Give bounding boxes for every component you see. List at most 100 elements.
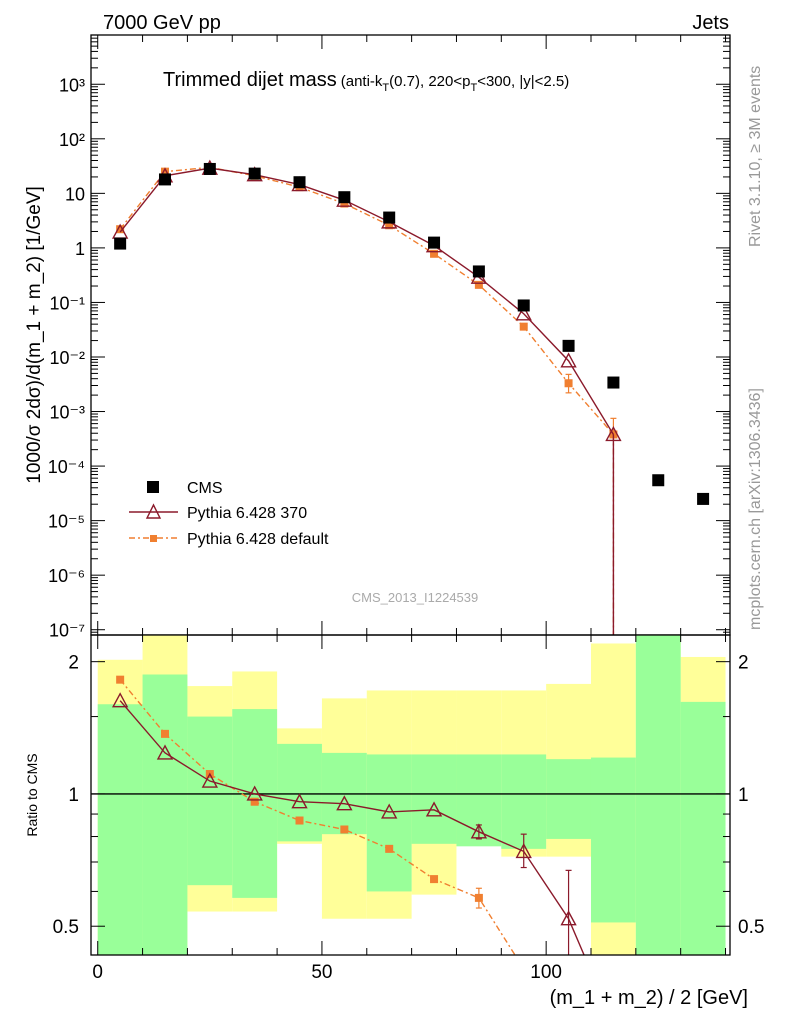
ratio-band-green	[501, 754, 547, 849]
data-point-cms	[697, 492, 710, 505]
ratio-point-pythia-default	[474, 893, 483, 902]
data-point-pythia-370	[560, 352, 577, 368]
ratio-y-tick-labels: 0.5 0.5 1 1 2 2	[53, 653, 765, 939]
ratio-band-green	[97, 704, 143, 955]
ratio-y-tick-label-left: 2	[68, 653, 79, 674]
ratio-point-pythia-default	[340, 825, 349, 834]
main-y-tick-label: 10⁻³	[49, 403, 85, 423]
data-point-pythia-default	[519, 322, 528, 331]
legend-label-pdef: Pythia 6.428 default	[187, 531, 329, 548]
main-y-tick-label: 10⁻¹	[49, 293, 85, 313]
data-point-pythia-default	[474, 280, 483, 289]
main-y-tick-label: 10	[65, 184, 85, 204]
main-y-tick-label: 10²	[59, 130, 85, 150]
mcplots-label: mcplots.cern.ch [arXiv:1306.3436]	[747, 388, 764, 630]
ratio-band-green	[277, 743, 322, 842]
series-line-pythia-370	[119, 167, 615, 435]
series-line-pythia-default	[119, 166, 614, 435]
legend-label-cms: CMS	[187, 480, 223, 497]
main-y-tick-label: 10⁻⁵	[48, 512, 85, 532]
data-point-pythia-default	[160, 167, 169, 176]
legend: CMS Pythia 6.428 370 Pythia 6.428 defaul…	[129, 480, 329, 548]
main-y-tick-label: 10⁻⁶	[48, 566, 85, 586]
main-y-tick-label: 10³	[59, 75, 85, 95]
ratio-y-tick-label-left: 0.5	[53, 917, 79, 938]
ratio-point-pythia-370	[111, 692, 129, 708]
main-y-axis-label: 1000/σ 2dσ)/d(m_1 + m_2) [1/GeV]	[24, 186, 45, 484]
ratio-point-pythia-370	[336, 795, 353, 811]
main-y-tick-label: 1	[75, 239, 85, 259]
main-y-tick-label: 10⁻⁴	[48, 457, 85, 477]
main-ticks	[91, 34, 730, 636]
rivet-version-label: Rivet 3.1.10, ≥ 3M events	[747, 66, 764, 247]
data-point-pythia-370	[605, 425, 622, 442]
data-point-cms	[203, 162, 216, 175]
ratio-panel: 0.5 0.5 1 1 2 2 0 50 100 Ratio to CMS (m_1 + m_…	[24, 634, 765, 1024]
data-point-pythia-default	[116, 225, 125, 234]
ratio-point-pythia-370	[156, 744, 174, 760]
ratio-band-green	[680, 701, 726, 955]
data-point-pythia-default	[340, 199, 349, 208]
ratio-band-green	[635, 635, 681, 955]
x-tick-label: 100	[530, 962, 562, 983]
ratio-y-axis-label: Ratio to CMS	[24, 753, 40, 836]
data-point-cms	[607, 376, 620, 389]
data-point-cms	[428, 236, 441, 249]
ratio-point-pythia-default	[385, 844, 394, 853]
ratio-band-green	[411, 754, 457, 844]
legend-label-p370: Pythia 6.428 370	[187, 505, 307, 522]
plot-title-main: Trimmed dijet mass	[163, 69, 337, 91]
data-point-pythia-370	[515, 305, 532, 321]
category-label: Jets	[692, 12, 729, 34]
plot-title-subscript-2: T	[470, 82, 477, 94]
main-y-tick-label: 10⁻²	[49, 348, 85, 368]
ratio-point-pythia-370	[425, 801, 443, 817]
plot-title-sub: (anti-k	[341, 73, 383, 90]
ratio-point-pythia-370	[515, 842, 532, 859]
ratio-frame	[90, 634, 731, 956]
x-tick-label: 50	[311, 962, 332, 983]
main-series	[111, 159, 710, 635]
data-point-cms	[338, 191, 351, 204]
data-point-cms	[248, 167, 261, 180]
ratio-ticks	[91, 635, 730, 955]
ratio-point-pythia-370	[560, 910, 577, 926]
data-point-pythia-default	[385, 221, 394, 230]
main-y-tick-labels: 10⁻⁷ 10⁻⁶ 10⁻⁵ 10⁻⁴ 10⁻³ 10⁻² 10⁻¹ 1 10 10² 10³	[48, 75, 85, 640]
data-point-cms	[562, 339, 575, 352]
ratio-point-pythia-370	[201, 772, 219, 788]
x-tick-label: 0	[92, 962, 103, 983]
plot-title-sub-mid: (0.7), 220<p	[389, 73, 470, 90]
ratio-band-green	[142, 674, 188, 955]
ratio-line-pythia-370	[119, 700, 585, 955]
ratio-y-tick-label-left: 1	[68, 785, 79, 806]
ratio-point-pythia-default	[116, 675, 125, 684]
data-point-cms	[114, 237, 127, 250]
data-point-cms	[517, 299, 530, 312]
data-point-cms	[293, 176, 306, 189]
ratio-point-pythia-370	[246, 785, 263, 801]
ratio-uncertainty-bands	[91, 635, 730, 955]
x-tick-labels: 0 50 100	[92, 962, 562, 983]
ratio-y-tick-label-right: 2	[738, 653, 749, 674]
ratio-y-tick-label-right: 0.5	[738, 917, 764, 938]
data-point-cms	[652, 474, 665, 487]
ratio-band-green	[187, 716, 233, 886]
ratio-point-pythia-370	[606, 1017, 620, 1024]
energy-label: 7000 GeV pp	[103, 12, 221, 34]
plot-title: Trimmed dijet mass (anti-kT(0.7), 220<pT<…	[163, 69, 569, 94]
ratio-point-pythia-default	[520, 965, 528, 973]
ratio-point-pythia-default	[160, 729, 169, 738]
x-axis-label: (m_1 + m_2) / 2 [GeV]	[550, 987, 748, 1009]
data-point-cms	[158, 173, 171, 186]
ratio-point-pythia-default	[250, 797, 259, 806]
main-panel: 10⁻⁷ 10⁻⁶ 10⁻⁵ 10⁻⁴ 10⁻³ 10⁻² 10⁻¹ 1 10 10² 10³ Tr…	[24, 34, 731, 641]
ratio-point-pythia-370	[381, 803, 398, 819]
data-point-pythia-default	[430, 249, 439, 258]
legend-marker-p370	[145, 503, 162, 519]
ratio-series	[111, 675, 620, 1024]
legend-marker-pdef	[150, 535, 157, 542]
ratio-band-green	[366, 754, 412, 892]
ratio-y-tick-label-right: 1	[738, 785, 749, 806]
